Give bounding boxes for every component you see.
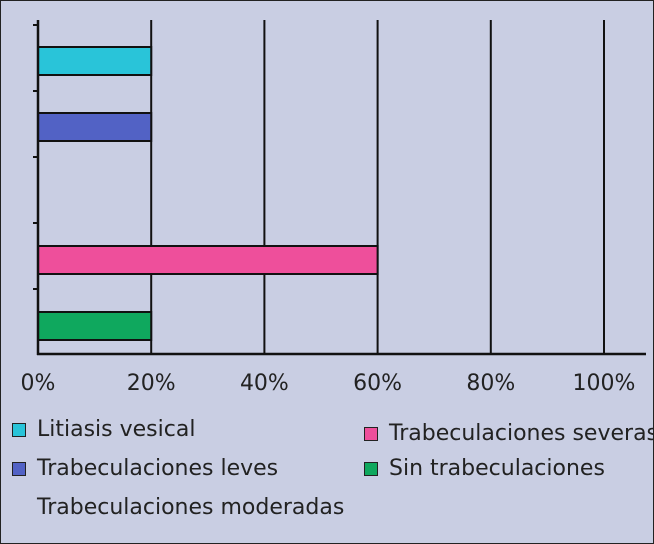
bar-layer (37, 46, 379, 341)
legend-item-sin-trabeculaciones: Sin trabeculaciones (364, 456, 605, 481)
legend-swatch (364, 426, 378, 441)
legend-swatch (12, 422, 26, 437)
bar-sin-trabeculaciones (37, 311, 153, 341)
bar-trabeculaciones-leves (37, 112, 153, 142)
bar-trabeculaciones-severas (37, 245, 379, 275)
legend-label: Trabeculaciones leves (37, 456, 279, 481)
tick-label-layer: 0% 20% 40% 60% 80% 100% (21, 371, 636, 396)
x-tick-label: 40% (240, 371, 289, 396)
legend-swatch (364, 461, 378, 476)
legend-item-litiasis-vesical: Litiasis vesical (12, 417, 195, 442)
legend-label: Trabeculaciones moderadas (37, 495, 345, 520)
grid-layer (150, 20, 605, 354)
x-tick-label: 100% (573, 371, 636, 396)
legend-item-trabeculaciones-leves: Trabeculaciones leves (12, 456, 278, 481)
axis-layer (33, 20, 646, 356)
legend-swatch (12, 461, 26, 476)
legend-label: Trabeculaciones severas (389, 421, 654, 446)
bar-litiasis-vesical (37, 46, 153, 76)
x-tick-label: 60% (353, 371, 402, 396)
x-tick-label: 80% (466, 371, 515, 396)
x-tick-label: 20% (127, 371, 176, 396)
legend-item-trabeculaciones-moderadas: Trabeculaciones moderadas (12, 495, 344, 520)
x-tick-label: 0% (21, 371, 56, 396)
legend-item-trabeculaciones-severas: Trabeculaciones severas (364, 421, 654, 446)
legend-label: Sin trabeculaciones (389, 456, 605, 481)
legend-label: Litiasis vesical (37, 417, 196, 442)
